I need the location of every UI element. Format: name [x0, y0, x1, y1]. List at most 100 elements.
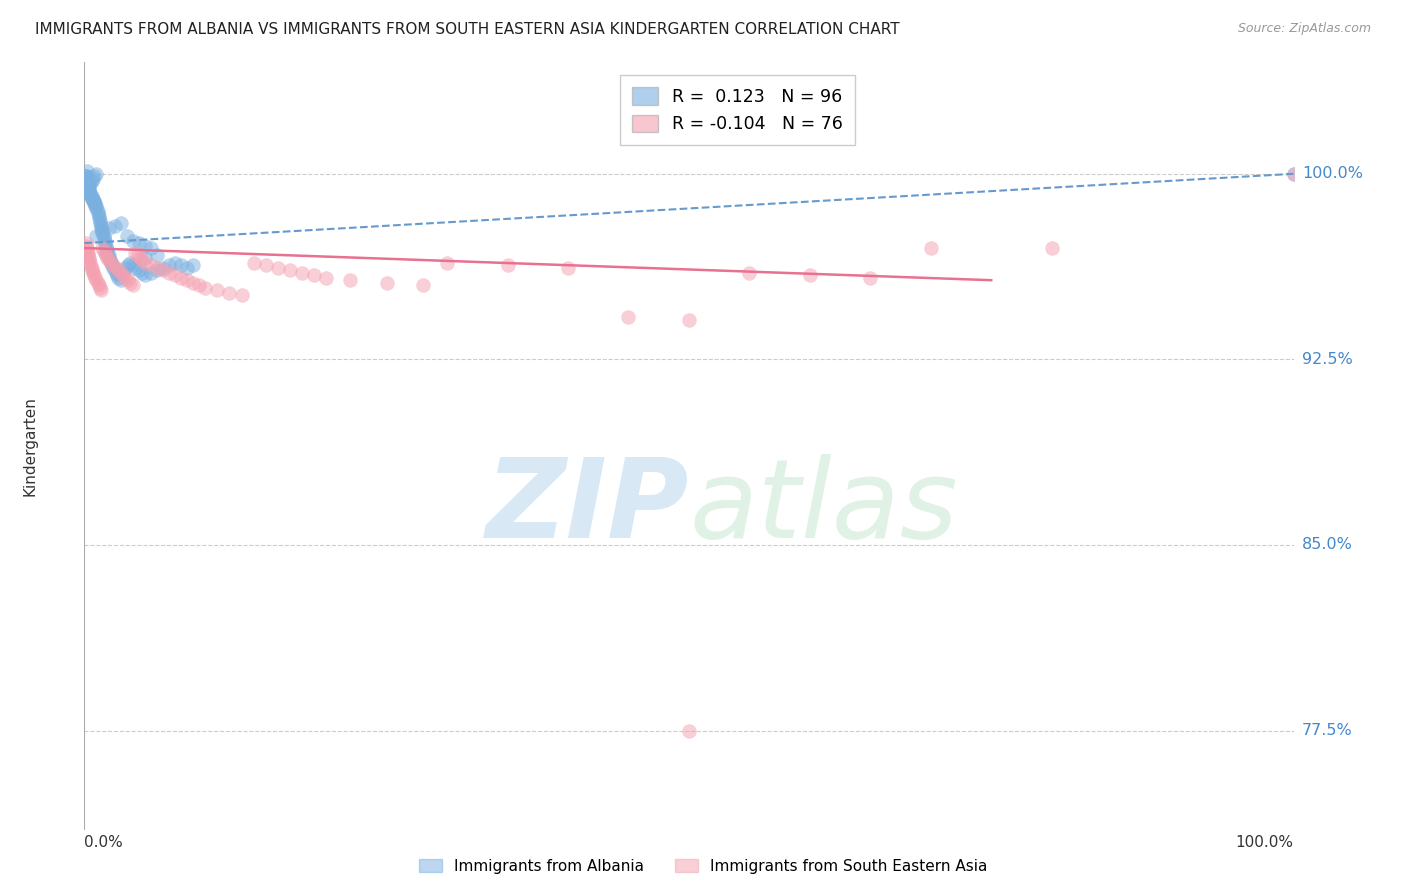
- Point: [87, 278, 110, 293]
- Point: [107, 263, 129, 277]
- Point: [117, 273, 139, 287]
- Point: [86, 202, 108, 216]
- Point: [77, 179, 100, 194]
- Point: [89, 280, 111, 294]
- Point: [75, 236, 97, 251]
- Point: [129, 251, 152, 265]
- Point: [1282, 167, 1305, 181]
- Point: [152, 260, 174, 275]
- Point: [83, 169, 105, 184]
- Point: [83, 268, 105, 283]
- Point: [146, 248, 169, 262]
- Point: [97, 248, 120, 262]
- Point: [139, 241, 162, 255]
- Point: [75, 169, 97, 184]
- Point: [80, 189, 103, 203]
- Point: [859, 270, 882, 285]
- Point: [80, 263, 103, 277]
- Point: [98, 253, 121, 268]
- Point: [120, 276, 142, 290]
- Text: 100.0%: 100.0%: [1302, 166, 1362, 181]
- Point: [131, 266, 153, 280]
- Point: [496, 258, 519, 272]
- Point: [76, 244, 98, 258]
- Point: [82, 266, 104, 280]
- Point: [77, 179, 100, 194]
- Point: [77, 251, 100, 265]
- Point: [79, 186, 101, 201]
- Legend: Immigrants from Albania, Immigrants from South Eastern Asia: Immigrants from Albania, Immigrants from…: [413, 853, 993, 880]
- Point: [76, 177, 98, 191]
- Point: [139, 258, 162, 272]
- Point: [83, 196, 105, 211]
- Point: [86, 228, 108, 243]
- Point: [77, 253, 100, 268]
- Point: [146, 260, 169, 275]
- Point: [188, 278, 211, 293]
- Point: [79, 186, 101, 201]
- Point: [96, 244, 118, 258]
- Point: [87, 211, 110, 226]
- Point: [339, 273, 361, 287]
- Text: 85.0%: 85.0%: [1302, 538, 1353, 552]
- Point: [112, 266, 135, 280]
- Point: [90, 219, 112, 233]
- Point: [375, 276, 398, 290]
- Point: [84, 199, 107, 213]
- Point: [218, 285, 240, 300]
- Point: [678, 313, 700, 327]
- Point: [89, 214, 111, 228]
- Point: [291, 266, 314, 280]
- Point: [100, 256, 122, 270]
- Point: [165, 256, 187, 270]
- Point: [75, 169, 97, 184]
- Point: [412, 278, 434, 293]
- Point: [91, 224, 114, 238]
- Text: atlas: atlas: [689, 454, 957, 561]
- Point: [315, 270, 337, 285]
- Point: [617, 310, 640, 325]
- Point: [86, 276, 108, 290]
- Point: [115, 228, 138, 243]
- Point: [678, 723, 700, 738]
- Point: [103, 260, 125, 275]
- Point: [82, 192, 104, 206]
- Point: [76, 171, 98, 186]
- Point: [134, 256, 156, 270]
- Text: Kindergarten: Kindergarten: [22, 396, 38, 496]
- Point: [128, 236, 150, 251]
- Point: [557, 260, 579, 275]
- Point: [124, 260, 146, 275]
- Point: [86, 199, 108, 213]
- Point: [128, 263, 150, 277]
- Point: [176, 273, 198, 287]
- Point: [91, 226, 114, 240]
- Point: [121, 258, 143, 272]
- Point: [94, 236, 117, 251]
- Point: [83, 194, 105, 208]
- Point: [104, 266, 127, 280]
- Point: [242, 256, 264, 270]
- Point: [124, 246, 146, 260]
- Text: 92.5%: 92.5%: [1302, 351, 1353, 367]
- Point: [90, 221, 112, 235]
- Point: [94, 241, 117, 255]
- Point: [110, 273, 132, 287]
- Point: [170, 270, 193, 285]
- Point: [84, 196, 107, 211]
- Point: [75, 171, 97, 186]
- Point: [117, 258, 139, 272]
- Point: [94, 238, 117, 252]
- Point: [94, 234, 117, 248]
- Text: 0.0%: 0.0%: [84, 835, 124, 850]
- Point: [181, 276, 204, 290]
- Point: [75, 169, 97, 184]
- Point: [93, 231, 115, 245]
- Point: [82, 194, 104, 208]
- Point: [181, 258, 204, 272]
- Text: IMMIGRANTS FROM ALBANIA VS IMMIGRANTS FROM SOUTH EASTERN ASIA KINDERGARTEN CORRE: IMMIGRANTS FROM ALBANIA VS IMMIGRANTS FR…: [35, 22, 900, 37]
- Point: [89, 216, 111, 230]
- Point: [91, 241, 114, 255]
- Point: [114, 270, 136, 285]
- Point: [77, 181, 100, 195]
